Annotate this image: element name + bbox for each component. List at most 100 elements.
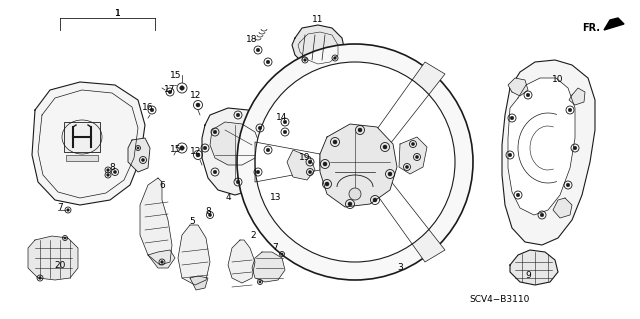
Circle shape <box>281 253 283 255</box>
Text: 17: 17 <box>164 85 176 94</box>
Polygon shape <box>502 60 595 245</box>
Text: FR.: FR. <box>582 23 600 33</box>
Polygon shape <box>569 88 585 105</box>
Circle shape <box>150 108 154 112</box>
Polygon shape <box>140 178 172 265</box>
Polygon shape <box>178 225 210 285</box>
Circle shape <box>256 170 260 174</box>
Text: 12: 12 <box>190 147 202 157</box>
Circle shape <box>508 153 512 157</box>
Text: 15: 15 <box>170 71 182 80</box>
Circle shape <box>107 169 109 171</box>
Circle shape <box>349 188 361 200</box>
Polygon shape <box>32 82 145 205</box>
Circle shape <box>256 48 260 52</box>
Circle shape <box>526 93 530 97</box>
Circle shape <box>107 174 109 176</box>
Circle shape <box>348 202 352 206</box>
Circle shape <box>283 120 287 124</box>
Circle shape <box>320 127 390 197</box>
Text: 8: 8 <box>109 164 115 173</box>
Text: SCV4−B3110: SCV4−B3110 <box>470 295 530 305</box>
Bar <box>66 155 98 161</box>
Circle shape <box>266 148 270 152</box>
Circle shape <box>161 261 163 263</box>
Polygon shape <box>604 18 624 30</box>
Circle shape <box>308 160 312 164</box>
Circle shape <box>259 281 261 283</box>
Text: 20: 20 <box>54 261 66 270</box>
Circle shape <box>209 213 212 217</box>
Text: 7: 7 <box>272 243 278 253</box>
Circle shape <box>213 130 217 134</box>
Circle shape <box>415 155 419 159</box>
Circle shape <box>388 172 392 176</box>
Circle shape <box>516 193 520 197</box>
Circle shape <box>204 146 207 150</box>
Polygon shape <box>510 250 558 285</box>
Circle shape <box>568 108 572 112</box>
Circle shape <box>333 57 337 59</box>
Circle shape <box>373 198 377 202</box>
Polygon shape <box>210 122 260 165</box>
Polygon shape <box>252 252 285 282</box>
Circle shape <box>180 86 184 90</box>
Text: 3: 3 <box>397 263 403 272</box>
Circle shape <box>383 145 387 149</box>
Circle shape <box>137 147 139 149</box>
Text: 18: 18 <box>246 35 258 44</box>
Polygon shape <box>375 62 445 144</box>
Circle shape <box>236 113 240 117</box>
Circle shape <box>213 170 217 174</box>
Polygon shape <box>399 137 427 174</box>
Circle shape <box>333 140 337 144</box>
Polygon shape <box>255 142 320 182</box>
Polygon shape <box>190 276 208 290</box>
Circle shape <box>566 183 570 187</box>
Circle shape <box>258 126 262 130</box>
Text: 1: 1 <box>115 10 121 19</box>
Circle shape <box>236 180 240 184</box>
Text: 7: 7 <box>57 204 63 212</box>
Circle shape <box>573 146 577 150</box>
Polygon shape <box>320 124 397 207</box>
Text: 9: 9 <box>525 271 531 279</box>
Text: 12: 12 <box>190 92 202 100</box>
Circle shape <box>412 142 415 145</box>
Text: 1: 1 <box>115 10 121 19</box>
Text: 14: 14 <box>276 114 288 122</box>
Circle shape <box>168 90 172 94</box>
Polygon shape <box>228 240 255 283</box>
Circle shape <box>113 170 116 174</box>
Text: 8: 8 <box>205 207 211 217</box>
Text: 19: 19 <box>300 153 311 162</box>
Text: 5: 5 <box>189 218 195 226</box>
Circle shape <box>180 146 184 150</box>
Circle shape <box>255 62 455 262</box>
Circle shape <box>266 60 270 64</box>
Circle shape <box>141 159 145 162</box>
Circle shape <box>196 103 200 107</box>
Text: 13: 13 <box>270 194 282 203</box>
Circle shape <box>303 59 307 61</box>
Circle shape <box>67 209 69 211</box>
Polygon shape <box>553 198 572 218</box>
Circle shape <box>325 182 329 186</box>
Polygon shape <box>292 25 345 68</box>
Text: 16: 16 <box>142 103 154 113</box>
Text: 4: 4 <box>225 194 231 203</box>
Circle shape <box>196 153 200 157</box>
Circle shape <box>308 170 312 174</box>
Circle shape <box>358 128 362 132</box>
Circle shape <box>237 44 473 280</box>
Circle shape <box>405 166 408 168</box>
Polygon shape <box>148 250 175 268</box>
Text: 10: 10 <box>552 76 564 85</box>
Polygon shape <box>287 150 315 180</box>
Polygon shape <box>202 108 275 195</box>
Text: 15: 15 <box>170 145 182 154</box>
Text: 6: 6 <box>159 181 165 189</box>
Circle shape <box>540 213 544 217</box>
Circle shape <box>38 277 42 279</box>
Circle shape <box>323 162 327 166</box>
